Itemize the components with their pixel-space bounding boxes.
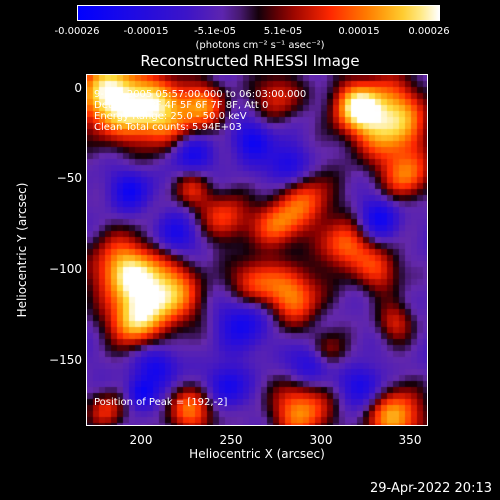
plot-title: Reconstructed RHESSI Image — [140, 52, 360, 70]
y-tick: −100 — [49, 262, 82, 276]
y-tick: −150 — [49, 353, 82, 367]
colorbar-tick: -0.00026 — [54, 26, 100, 37]
date-stamp: 29-Apr-2022 20:13 — [370, 481, 492, 496]
annotation-total-counts: Clean Total counts: 5.94E+03 — [94, 122, 242, 133]
x-axis-label: Heliocentric X (arcsec) — [189, 447, 325, 461]
colorbar-tick: -0.00015 — [123, 26, 169, 37]
annotation-peak-position: Position of Peak = [192,-2] — [94, 397, 228, 408]
colorbar-tick: -5.1e-05 — [194, 26, 236, 37]
rhessi-image-heatmap — [87, 75, 427, 425]
annotation-detectors: Detectors: 3F 4F 5F 6F 7F 8F, Att 0 — [94, 100, 269, 111]
colorbar-units: (photons cm⁻² s⁻¹ asec⁻²) — [195, 40, 325, 51]
colorbar-tick: 0.00015 — [338, 26, 380, 37]
colorbar-tick: 5.1e-05 — [263, 26, 303, 37]
x-tick: 200 — [129, 433, 153, 447]
y-tick: 0 — [74, 81, 82, 95]
colorbar-tick: 0.00026 — [408, 26, 450, 37]
image-plot — [86, 74, 428, 426]
colorbar — [77, 5, 440, 21]
y-axis-label: Heliocentric Y (arcsec) — [15, 182, 29, 318]
annotation-time-range: 9-Nov-2005 05:57:00.000 to 06:03:00.000 — [94, 89, 307, 100]
annotation-energy-range: Energy Range: 25.0 - 50.0 keV — [94, 111, 247, 122]
x-tick: 350 — [398, 433, 422, 447]
x-tick: 250 — [219, 433, 243, 447]
y-tick: −50 — [56, 171, 82, 185]
x-tick: 300 — [309, 433, 333, 447]
